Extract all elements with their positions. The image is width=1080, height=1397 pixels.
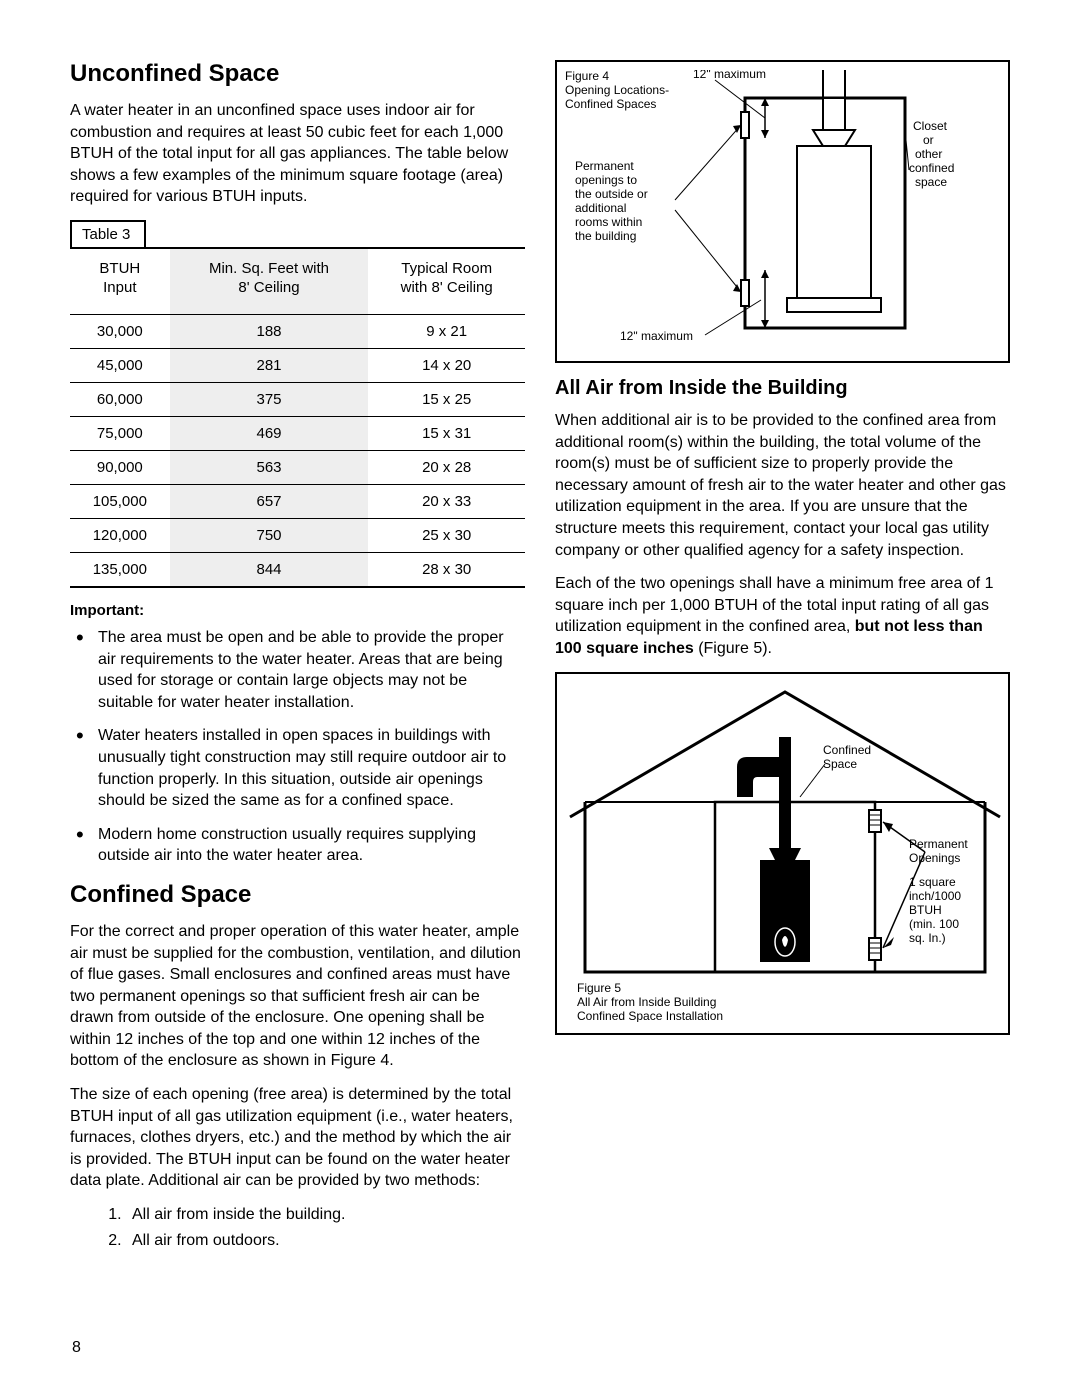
figure-4-box: Figure 4 Opening Locations- Confined Spa… bbox=[555, 60, 1010, 363]
fig5-cap-l3: Confined Space Installation bbox=[577, 1009, 723, 1022]
table-header: Min. Sq. Feet with8' Ceiling bbox=[170, 248, 369, 315]
list-item: All air from inside the building. bbox=[126, 1204, 525, 1226]
table-row: 90,00056320 x 28 bbox=[70, 450, 525, 484]
table-cell: 750 bbox=[170, 518, 369, 552]
table-row: 105,00065720 x 33 bbox=[70, 484, 525, 518]
allair-p2-c: (Figure 5). bbox=[694, 640, 772, 657]
fig4-perm-l6: the building bbox=[575, 229, 636, 243]
btuh-table: BTUHInputMin. Sq. Feet with8' CeilingTyp… bbox=[70, 247, 525, 588]
left-column: Unconfined Space A water heater in an un… bbox=[70, 60, 525, 1255]
table-cell: 28 x 30 bbox=[368, 552, 525, 587]
table-row: 45,00028114 x 20 bbox=[70, 348, 525, 382]
allair-p2: Each of the two openings shall have a mi… bbox=[555, 573, 1010, 659]
table-cell: 657 bbox=[170, 484, 369, 518]
fig5-spec-l5: sq. In.) bbox=[909, 931, 946, 945]
list-item: All air from outdoors. bbox=[126, 1230, 525, 1252]
figure-5-box: Confined Space Permanent Openings 1 squa… bbox=[555, 672, 1010, 1035]
table-cell: 135,000 bbox=[70, 552, 170, 587]
table-cell: 15 x 25 bbox=[368, 382, 525, 416]
fig4-perm-l5: rooms within bbox=[575, 215, 642, 229]
fig5-cap-l1: Figure 5 bbox=[577, 981, 621, 995]
table-row: 60,00037515 x 25 bbox=[70, 382, 525, 416]
table-cell: 14 x 20 bbox=[368, 348, 525, 382]
table-cell: 281 bbox=[170, 348, 369, 382]
fig5-spec-l1: 1 square bbox=[909, 875, 956, 889]
table-cell: 90,000 bbox=[70, 450, 170, 484]
fig5-spec-l4: (min. 100 bbox=[909, 917, 959, 931]
fig5-cap-l2: All Air from Inside Building bbox=[577, 995, 716, 1009]
important-list: The area must be open and be able to pro… bbox=[70, 627, 525, 867]
table3-wrap: Table 3 BTUHInputMin. Sq. Feet with8' Ce… bbox=[70, 220, 525, 588]
table-cell: 25 x 30 bbox=[368, 518, 525, 552]
figure-4-diagram: Figure 4 Opening Locations- Confined Spa… bbox=[565, 70, 1005, 350]
fig4-closet-l1: Closet bbox=[913, 119, 948, 133]
right-column: Figure 4 Opening Locations- Confined Spa… bbox=[555, 60, 1010, 1255]
fig5-spec-l2: inch/1000 bbox=[909, 889, 961, 903]
table-cell: 60,000 bbox=[70, 382, 170, 416]
fig5-perm-l2: Openings bbox=[909, 851, 960, 865]
table-label: Table 3 bbox=[70, 220, 146, 247]
table-cell: 120,000 bbox=[70, 518, 170, 552]
important-label: Important: bbox=[70, 602, 525, 619]
list-item: The area must be open and be able to pro… bbox=[70, 627, 525, 713]
table-cell: 105,000 bbox=[70, 484, 170, 518]
figure-5-diagram: Confined Space Permanent Openings 1 squa… bbox=[565, 682, 1005, 1022]
fig4-title-l1: Figure 4 bbox=[565, 70, 609, 83]
table-row: 30,0001889 x 21 bbox=[70, 314, 525, 348]
table-header: Typical Roomwith 8' Ceiling bbox=[368, 248, 525, 315]
fig4-bottom-label: 12" maximum bbox=[620, 329, 693, 343]
table-cell: 15 x 31 bbox=[368, 416, 525, 450]
list-item: Modern home construction usually require… bbox=[70, 824, 525, 867]
list-item: Water heaters installed in open spaces i… bbox=[70, 725, 525, 811]
table-header: BTUHInput bbox=[70, 248, 170, 315]
table-row: 135,00084428 x 30 bbox=[70, 552, 525, 587]
fig5-perm-l1: Permanent bbox=[909, 837, 968, 851]
table-cell: 75,000 bbox=[70, 416, 170, 450]
table-cell: 20 x 28 bbox=[368, 450, 525, 484]
fig5-conf-l1: Confined bbox=[823, 743, 871, 757]
fig4-perm-l4: additional bbox=[575, 201, 626, 215]
methods-list: All air from inside the building. All air… bbox=[70, 1204, 525, 1251]
table-cell: 188 bbox=[170, 314, 369, 348]
heading-unconfined: Unconfined Space bbox=[70, 60, 525, 88]
table-cell: 9 x 21 bbox=[368, 314, 525, 348]
fig4-top-label: 12" maximum bbox=[693, 70, 766, 81]
fig4-title-l2: Opening Locations- bbox=[565, 83, 669, 97]
page-number: 8 bbox=[72, 1339, 81, 1357]
fig4-closet-l4: confined bbox=[909, 161, 954, 175]
table-cell: 45,000 bbox=[70, 348, 170, 382]
confined-p1: For the correct and proper operation of … bbox=[70, 921, 525, 1072]
table-cell: 469 bbox=[170, 416, 369, 450]
fig4-closet-l2: or bbox=[923, 133, 934, 147]
table-cell: 844 bbox=[170, 552, 369, 587]
fig4-closet-l3: other bbox=[915, 147, 942, 161]
table-row: 75,00046915 x 31 bbox=[70, 416, 525, 450]
fig4-closet-l5: space bbox=[915, 175, 947, 189]
table-row: 120,00075025 x 30 bbox=[70, 518, 525, 552]
fig4-perm-l3: the outside or bbox=[575, 187, 648, 201]
intro-paragraph: A water heater in an unconfined space us… bbox=[70, 100, 525, 208]
fig5-conf-l2: Space bbox=[823, 757, 857, 771]
fig4-perm-l1: Permanent bbox=[575, 159, 634, 173]
fig5-spec-l3: BTUH bbox=[909, 903, 942, 917]
heading-confined: Confined Space bbox=[70, 881, 525, 909]
fig4-title-l3: Confined Spaces bbox=[565, 97, 656, 111]
heading-allair: All Air from Inside the Building bbox=[555, 377, 1010, 400]
table-cell: 375 bbox=[170, 382, 369, 416]
confined-p2: The size of each opening (free area) is … bbox=[70, 1084, 525, 1192]
fig4-perm-l2: openings to bbox=[575, 173, 637, 187]
table-cell: 563 bbox=[170, 450, 369, 484]
table-cell: 20 x 33 bbox=[368, 484, 525, 518]
allair-p1: When additional air is to be provided to… bbox=[555, 410, 1010, 561]
table-cell: 30,000 bbox=[70, 314, 170, 348]
